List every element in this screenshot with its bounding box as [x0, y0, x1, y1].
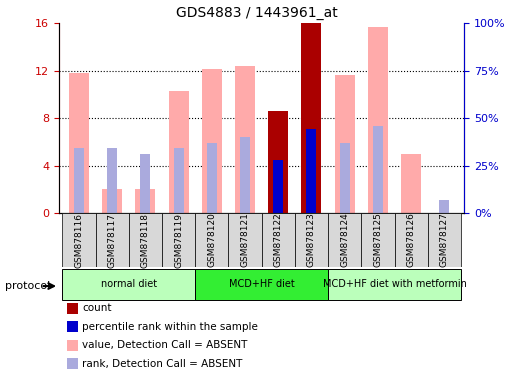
Bar [107, 149, 117, 213]
Bar [129, 213, 162, 267]
Bar [135, 189, 155, 213]
Bar [439, 200, 449, 213]
Text: GSM878118: GSM878118 [141, 212, 150, 268]
Text: GSM878122: GSM878122 [274, 213, 283, 267]
Bar [228, 213, 262, 267]
Bar [202, 70, 222, 213]
Bar [368, 26, 388, 213]
Text: GSM878124: GSM878124 [340, 213, 349, 267]
Text: count: count [82, 303, 112, 313]
Bar [207, 143, 217, 213]
Bar [428, 213, 461, 267]
Bar [195, 213, 228, 267]
Bar [373, 126, 383, 213]
Bar [268, 111, 288, 213]
Text: protocol: protocol [5, 281, 50, 291]
Bar [295, 213, 328, 267]
Bar [328, 269, 461, 300]
Bar [162, 213, 195, 267]
Bar [361, 213, 394, 267]
Bar [235, 66, 255, 213]
Bar [102, 189, 122, 213]
Text: GDS4883 / 1443961_at: GDS4883 / 1443961_at [175, 6, 338, 20]
Text: GSM878120: GSM878120 [207, 213, 216, 267]
Bar [334, 75, 354, 213]
Text: GSM878127: GSM878127 [440, 213, 449, 267]
Bar [62, 269, 195, 300]
Bar [240, 137, 250, 213]
Bar [340, 143, 350, 213]
Text: rank, Detection Call = ABSENT: rank, Detection Call = ABSENT [82, 359, 243, 369]
Bar [306, 129, 317, 213]
Text: GSM878116: GSM878116 [74, 212, 84, 268]
Text: value, Detection Call = ABSENT: value, Detection Call = ABSENT [82, 340, 247, 350]
Bar [394, 213, 428, 267]
Bar [273, 160, 283, 213]
Text: normal diet: normal diet [101, 279, 157, 289]
Bar [302, 23, 322, 213]
Text: MCD+HF diet with metformin: MCD+HF diet with metformin [323, 279, 466, 289]
Bar [62, 213, 95, 267]
Bar [173, 149, 184, 213]
Text: GSM878117: GSM878117 [108, 212, 116, 268]
Text: GSM878119: GSM878119 [174, 212, 183, 268]
Bar [141, 154, 150, 213]
Text: GSM878121: GSM878121 [241, 213, 249, 267]
Bar [95, 213, 129, 267]
Bar [262, 213, 295, 267]
Text: GSM878123: GSM878123 [307, 213, 316, 267]
Text: percentile rank within the sample: percentile rank within the sample [82, 322, 258, 332]
Bar [74, 149, 84, 213]
Bar [195, 269, 328, 300]
Bar [169, 91, 189, 213]
Bar [401, 154, 421, 213]
Bar [328, 213, 361, 267]
Text: MCD+HF diet: MCD+HF diet [229, 279, 294, 289]
Text: GSM878126: GSM878126 [407, 213, 416, 267]
Bar [69, 73, 89, 213]
Text: GSM878125: GSM878125 [373, 213, 382, 267]
